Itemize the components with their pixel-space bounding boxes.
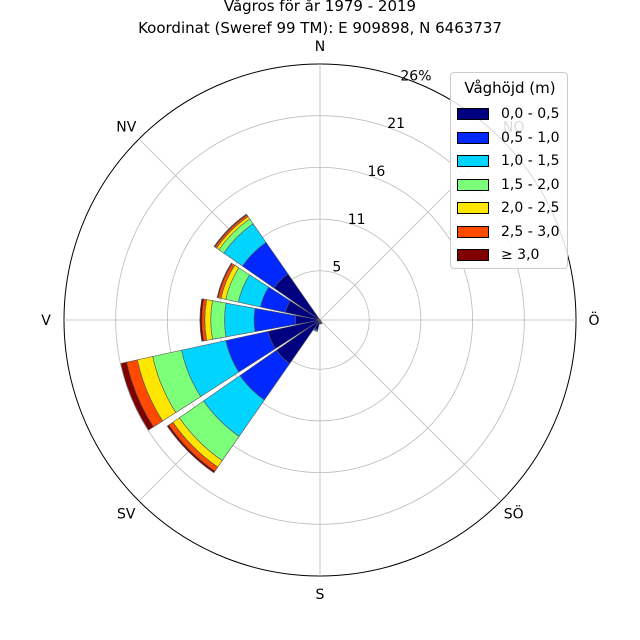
rose-bar-segment bbox=[199, 298, 205, 342]
direction-label: NV bbox=[116, 119, 136, 135]
legend-item: 0,0 - 0,5 bbox=[457, 103, 565, 123]
legend-label: 0,5 - 1,0 bbox=[501, 129, 560, 146]
legend-swatch bbox=[457, 249, 489, 261]
radial-tick-label: 5 bbox=[332, 260, 341, 276]
legend-label: 1,5 - 2,0 bbox=[501, 176, 560, 193]
legend-title: Våghöjd (m) bbox=[464, 79, 556, 97]
radial-tick-label: 21 bbox=[387, 116, 405, 132]
legend-item: 0,5 - 1,0 bbox=[457, 127, 565, 147]
direction-label: SÖ bbox=[504, 505, 524, 523]
legend-label: 2,5 - 3,0 bbox=[501, 223, 560, 240]
chart-title-line1: Vågros för år 1979 - 2019 bbox=[223, 0, 417, 15]
radial-tick-label: 11 bbox=[348, 212, 366, 228]
rose-bar-segment bbox=[210, 300, 227, 340]
legend-swatch bbox=[457, 202, 489, 214]
legend-label: 1,0 - 1,5 bbox=[501, 153, 560, 169]
legend-swatch bbox=[457, 155, 489, 167]
radial-tick-label: 26% bbox=[400, 68, 431, 84]
grid-spoke bbox=[319, 319, 502, 502]
legend-swatch bbox=[457, 131, 489, 144]
chart-title-line2: Koordinat (Sweref 99 TM): E 909898, N 64… bbox=[138, 19, 502, 37]
legend-item: 2,5 - 3,0 bbox=[457, 221, 565, 241]
legend-swatch bbox=[457, 108, 489, 120]
rose-bar-segment bbox=[213, 213, 248, 248]
legend-label: 2,0 - 2,5 bbox=[501, 200, 560, 216]
direction-label: S bbox=[316, 587, 325, 603]
legend-label: 0,0 - 0,5 bbox=[501, 106, 560, 122]
direction-label: V bbox=[41, 313, 51, 329]
rose-bar-segment bbox=[313, 328, 319, 332]
rose-bar-segment bbox=[166, 424, 216, 474]
legend-item: ≥ 3,0 bbox=[457, 244, 565, 264]
direction-label: N bbox=[315, 39, 325, 55]
radial-tick-label: 16 bbox=[367, 164, 385, 180]
legend-item: 1,0 - 1,5 bbox=[457, 150, 565, 170]
legend-swatch bbox=[457, 225, 489, 238]
rose-bar-segment bbox=[120, 361, 154, 431]
wave-rose-bars bbox=[120, 213, 323, 474]
rose-bar-segment bbox=[216, 262, 233, 299]
direction-label: Ö bbox=[588, 311, 599, 329]
direction-label: SV bbox=[117, 507, 136, 523]
rose-bar-segment bbox=[224, 302, 256, 338]
legend-swatch bbox=[457, 178, 489, 191]
legend-item: 1,5 - 2,0 bbox=[457, 174, 565, 194]
legend-label: ≥ 3,0 bbox=[501, 247, 540, 263]
legend-item: 2,0 - 2,5 bbox=[457, 197, 565, 217]
legend: Våghöjd (m) 0,0 - 0,5 0,5 - 1,0 1,0 - 1,5 1… bbox=[450, 72, 568, 269]
